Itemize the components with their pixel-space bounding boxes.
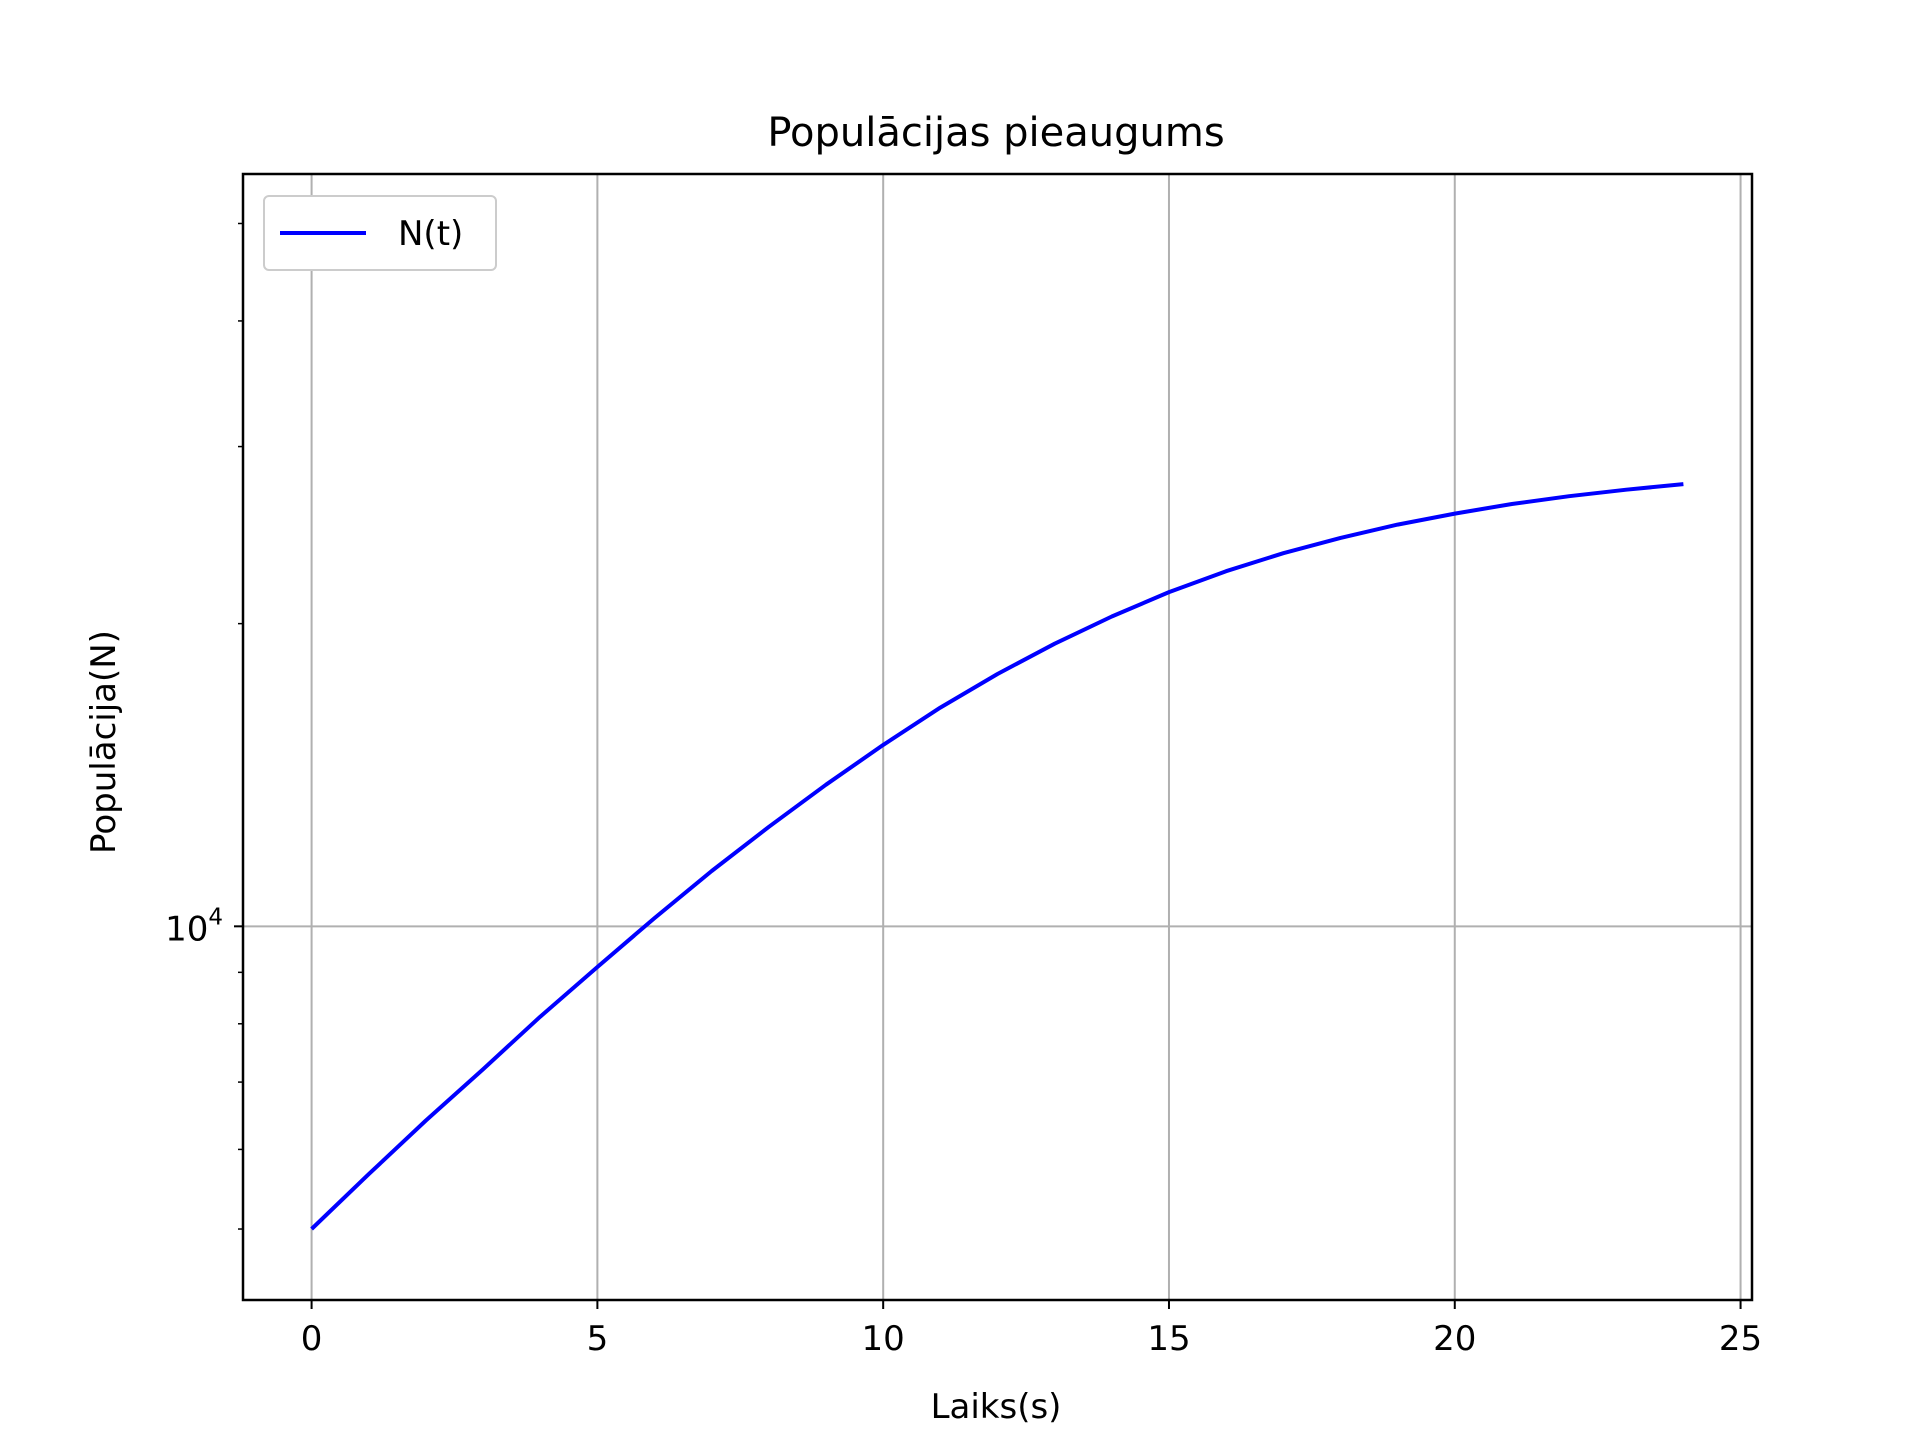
series-layer (310, 482, 1684, 1231)
legend-label-n-t: N(t) (398, 214, 463, 254)
x-axis-label: Laiks(s) (931, 1387, 1062, 1427)
x-tick-label-0: 0 (301, 1319, 323, 1359)
series-line-0 (310, 482, 1684, 1231)
legend-frame (263, 195, 497, 271)
x-tick-label-20: 20 (1433, 1319, 1476, 1359)
plot-frame (241, 172, 1754, 1302)
grid (243, 174, 1752, 1300)
chart-title: Populācijas pieaugums (767, 110, 1224, 156)
x-tick-label-15: 15 (1147, 1319, 1190, 1359)
legend: N(t) (263, 195, 497, 271)
x-tick-label-5: 5 (587, 1319, 609, 1359)
y-axis-label: Populācija(N) (84, 630, 124, 854)
x-tick-label-10: 10 (862, 1319, 905, 1359)
x-tick-label-25: 25 (1719, 1319, 1762, 1359)
